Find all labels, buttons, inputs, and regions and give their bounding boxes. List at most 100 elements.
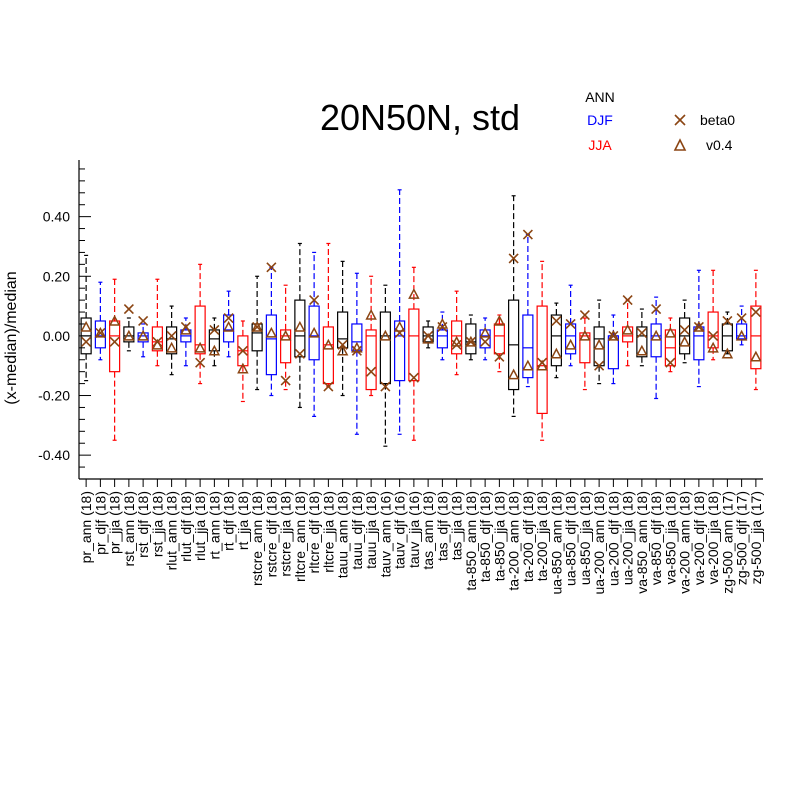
v04-marker bbox=[678, 335, 691, 347]
iqr-box bbox=[493, 323, 505, 355]
x-tick-label: rt_jja (18) bbox=[235, 491, 251, 550]
x-tick-label: rltcre_jja (18) bbox=[320, 491, 336, 573]
beta0-marker bbox=[736, 312, 747, 324]
x-tick-label: zg-500_djf (17) bbox=[734, 491, 750, 585]
v04-marker bbox=[294, 320, 306, 332]
x-tick-label: tauv_ann (16) bbox=[377, 491, 393, 577]
x-tick-label: ua-850_jja (18) bbox=[577, 491, 593, 585]
y-tick-label: -0.20 bbox=[38, 388, 70, 404]
beta0-marker bbox=[551, 315, 562, 327]
v04-marker bbox=[693, 320, 705, 332]
v04-marker bbox=[222, 320, 235, 332]
v04-marker bbox=[750, 350, 762, 362]
beta0-marker bbox=[195, 357, 206, 368]
v04-marker bbox=[279, 329, 292, 341]
x-tick-label: tas_ann (18) bbox=[420, 491, 436, 570]
v04-marker bbox=[465, 335, 477, 347]
beta0-marker bbox=[494, 351, 505, 362]
v04-marker bbox=[507, 368, 520, 380]
box-va-850-jja-18 bbox=[664, 317, 677, 373]
v04-marker bbox=[365, 308, 377, 320]
x-tick-label: rlut_ann (18) bbox=[164, 491, 180, 570]
box-ua-200-ann-18 bbox=[593, 299, 605, 385]
box-tauu-ann-18 bbox=[336, 260, 349, 397]
iqr-box bbox=[636, 326, 648, 358]
x-tick-label: ua-200_djf (18) bbox=[605, 491, 621, 586]
beta0-marker bbox=[579, 309, 590, 321]
v04-marker bbox=[237, 362, 249, 374]
x-tick-label: rst_ann (18) bbox=[121, 491, 137, 566]
v04-marker bbox=[564, 338, 577, 350]
box-rstcre-djf-18 bbox=[265, 262, 278, 397]
box-ta-200-ann-18 bbox=[507, 195, 520, 417]
v04-marker bbox=[351, 341, 363, 353]
legend-label-beta0: beta0 bbox=[700, 112, 735, 128]
chart-title: 20N50N, std bbox=[320, 97, 520, 138]
x-tick-label: rstcre_jja (18) bbox=[278, 491, 294, 577]
beta0-marker bbox=[594, 360, 605, 371]
beta0-marker bbox=[480, 336, 491, 347]
beta0-marker bbox=[237, 345, 248, 356]
beta0-marker bbox=[223, 312, 234, 324]
beta0-marker bbox=[366, 366, 377, 377]
iqr-box bbox=[265, 314, 277, 376]
v04-marker bbox=[251, 320, 263, 332]
box-rlut-ann-18 bbox=[165, 305, 178, 376]
x-tick-label: zg-500_ann (17) bbox=[719, 491, 735, 594]
box-rt-ann-18 bbox=[208, 317, 221, 367]
x-tick-label: va-200_djf (18) bbox=[691, 491, 707, 585]
axes bbox=[78, 160, 763, 480]
x-tick-label: ua-850_djf (18) bbox=[563, 491, 579, 586]
iqr-box bbox=[693, 326, 705, 361]
iqr-box bbox=[280, 329, 292, 364]
beta0-marker bbox=[123, 303, 134, 315]
x-tick-label: va-200_ann (18) bbox=[677, 491, 693, 594]
legend-label-ann: ANN bbox=[585, 89, 615, 105]
x-tick-label: ta-850_jja (18) bbox=[491, 491, 507, 581]
v04-marker bbox=[123, 329, 135, 341]
beta0-marker bbox=[294, 348, 305, 359]
x-tick-label: tas_djf (18) bbox=[434, 491, 450, 561]
iqr-box bbox=[223, 314, 235, 343]
v04-marker bbox=[650, 329, 662, 341]
x-tick-label: va-850_jja (18) bbox=[662, 491, 678, 584]
v04-marker bbox=[735, 329, 748, 341]
x-tick-label: va-200_jja (18) bbox=[705, 491, 721, 584]
v04-marker bbox=[379, 329, 392, 341]
beta0-marker bbox=[651, 303, 662, 315]
box-ta-850-jja-18 bbox=[493, 314, 506, 373]
box-zg-500-djf-17 bbox=[735, 305, 748, 346]
x-tick-label: va-850_djf (18) bbox=[648, 491, 664, 585]
box-ta-200-jja-18 bbox=[536, 260, 548, 441]
iqr-box bbox=[151, 326, 163, 352]
iqr-box bbox=[166, 326, 178, 355]
beta0-marker bbox=[565, 318, 576, 330]
beta0-marker bbox=[622, 295, 633, 306]
v04-marker bbox=[265, 326, 278, 338]
x-tick-label: ta-850_djf (18) bbox=[477, 491, 493, 582]
iqr-box bbox=[721, 323, 733, 352]
x-tick-label: rstcre_djf (18) bbox=[263, 491, 279, 577]
x-tick-label: va-850_ann (18) bbox=[634, 491, 650, 594]
beta0-marker bbox=[380, 381, 391, 392]
v04-marker bbox=[322, 338, 335, 350]
iqr-box bbox=[322, 326, 334, 385]
box-tauv-jja-16 bbox=[408, 266, 420, 441]
iqr-box bbox=[451, 320, 463, 355]
box-ua-850-ann-18 bbox=[550, 302, 563, 379]
box-ua-200-djf-18 bbox=[607, 314, 620, 385]
v04-marker bbox=[151, 338, 164, 350]
box-pr-ann-18 bbox=[80, 254, 92, 382]
box-tauv-ann-16 bbox=[379, 284, 392, 447]
v04-marker bbox=[180, 323, 192, 335]
x-tick-label: rstcre_ann (18) bbox=[249, 491, 265, 586]
iqr-box bbox=[94, 320, 106, 349]
iqr-box bbox=[522, 314, 534, 379]
x-tick-label: ua-850_ann (18) bbox=[548, 491, 564, 595]
beta0-marker bbox=[522, 229, 533, 240]
y-tick-label: 0.40 bbox=[43, 209, 70, 225]
iqr-box bbox=[707, 311, 719, 349]
v04-marker bbox=[80, 320, 92, 332]
iqr-box bbox=[750, 305, 762, 370]
